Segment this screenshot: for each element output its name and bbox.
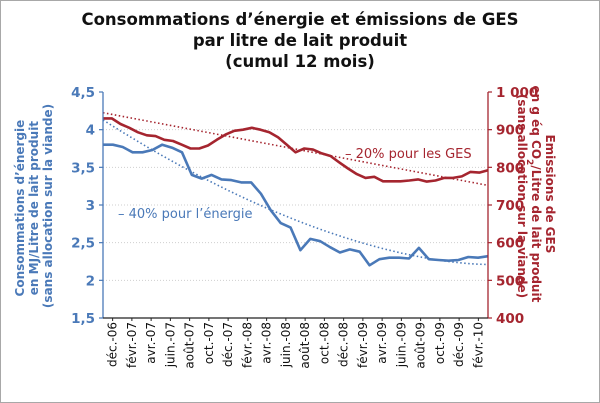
y-right-tick-label: 1 000 [496, 85, 538, 101]
y-axis-right-label-line-2-post: /Litre de lait produit [529, 165, 543, 302]
y-axis-left-label: Consommations d’énergie en MJ/Litre de l… [13, 104, 55, 308]
y-axis-left-label-line-2: en MJ/Litre de lait produit [27, 121, 41, 296]
x-tick-label: oct.-09 [433, 322, 447, 364]
y-left-tick-label: 3,5 [71, 160, 95, 176]
axis-layer: 1,5 2 2,5 3 3,5 4 4,5 400 500 600 700 800 900 1 000 dé… [71, 85, 538, 369]
chart-title-line-3: (cumul 12 mois) [225, 52, 375, 71]
x-tick-label: oct.-08 [317, 322, 331, 364]
y-right-tick-label: 800 [496, 160, 524, 176]
energy-trendline [102, 119, 489, 266]
grid-layer [103, 129, 488, 281]
x-tick-label: déc.-09 [452, 322, 466, 367]
y-left-tick-label: 1,5 [71, 311, 95, 327]
y-axis-right-label-line-2-pre: en g éq CO [529, 86, 543, 160]
x-tick-label: août-08 [298, 322, 312, 369]
y-left-tick-label: 2,5 [71, 236, 95, 252]
y-left-tick-label: 4 [86, 123, 95, 139]
y-right-tick-label: 400 [496, 311, 524, 327]
x-tick-label: déc.-08 [337, 322, 351, 367]
x-tick-label: août-07 [183, 322, 197, 369]
y-left-tick-label: 4,5 [71, 85, 95, 101]
x-tick-label: avr.-09 [375, 322, 389, 364]
y-left-tick-label: 2 [86, 273, 95, 289]
x-tick-label: déc.-07 [221, 322, 235, 367]
x-tick-label: avr.-08 [260, 322, 274, 364]
x-tick-label: juin.-07 [163, 322, 177, 368]
x-tick-label: juin.-08 [279, 322, 293, 368]
y-axis-left-label-line-3: (sans allocation sur la viande) [41, 104, 55, 308]
y-right-tick-label: 900 [496, 123, 524, 139]
x-tick-label: févr.-10 [471, 322, 485, 368]
y-axis-right-label-subscript: 2 [524, 159, 534, 165]
series-layer [103, 117, 489, 267]
trendline-layer [102, 111, 489, 266]
y-axis-right-label-line-3: (sans allocation sur la viande) [515, 94, 529, 298]
x-tick-label: avr.-07 [144, 322, 158, 364]
ges-trend-annotation: – 20% pour les GES [345, 147, 472, 162]
x-tick-label: févr.-08 [240, 322, 254, 368]
energy-trend-annotation: – 40% pour l’énergie [118, 207, 253, 222]
y-right-tick-label: 700 [496, 198, 524, 214]
ges-series-line [103, 117, 489, 183]
chart-title-line-1: Consommations d’énergie et émissions de … [81, 10, 519, 29]
y-axis-right-label-line-2: en g éq CO2/Litre de lait produit [524, 86, 543, 303]
x-tick-label: févr.-09 [356, 322, 370, 368]
ges-trendline [102, 111, 489, 187]
y-axis-right-label-line-1: Emissions de GES [543, 134, 557, 253]
x-tick-label: févr.-07 [125, 322, 139, 368]
y-axis-left-label-line-1: Consommations d’énergie [13, 120, 27, 297]
energy-series-line [103, 143, 489, 267]
y-axis-right-label: Emissions de GES en g éq CO2/Litre de la… [515, 86, 557, 307]
y-left-tick-label: 3 [86, 198, 95, 214]
x-tick-label: déc.-06 [106, 322, 120, 367]
x-tick-label: oct.-07 [202, 322, 216, 364]
y-right-tick-label: 500 [496, 273, 524, 289]
x-tick-label: juin.-09 [394, 322, 408, 368]
chart-title-line-2: par litre de lait produit [192, 31, 408, 50]
y-right-tick-label: 600 [496, 236, 524, 252]
x-tick-label: août-09 [414, 322, 428, 369]
